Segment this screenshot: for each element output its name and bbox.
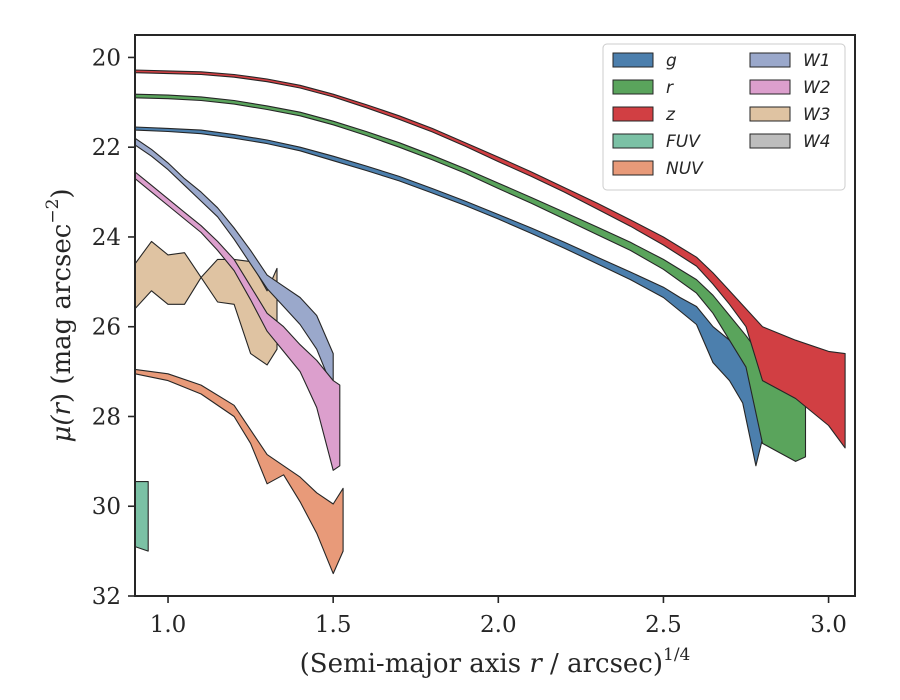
legend-label-r: r	[666, 78, 674, 98]
y-axis-label-var: r	[47, 402, 77, 416]
y-tick-label: 26	[92, 315, 121, 341]
y-axis-label-mid: ) (mag arcsec	[47, 224, 77, 403]
legend-swatch-nuv	[612, 160, 654, 176]
legend-swatch-w4	[749, 133, 791, 149]
legend-swatch-w3	[749, 106, 791, 122]
y-axis-label-mu: μ(	[47, 415, 77, 443]
legend-label-g: g	[666, 51, 677, 71]
band-z	[135, 69, 846, 449]
legend-label-z: z	[665, 105, 676, 125]
band-nuv	[135, 368, 344, 575]
legend-label-w4: W4	[803, 132, 831, 152]
legend-swatch-z	[612, 106, 654, 122]
legend-swatch-g	[612, 52, 654, 68]
profile-bands	[135, 69, 846, 575]
band-r	[135, 93, 807, 462]
legend-swatch-fuv	[612, 133, 654, 149]
y-axis-ticks: 20 22 24 26 28 30 32	[92, 45, 135, 610]
x-axis-label-var: r	[529, 649, 543, 679]
legend-swatch-w1	[749, 52, 791, 68]
legend-label-w1: W1	[803, 51, 831, 71]
legend-label-nuv: NUV	[666, 159, 704, 179]
x-tick-label: 1.5	[315, 612, 352, 638]
legend-label-w2: W2	[803, 78, 831, 98]
legend-label-fuv: FUV	[666, 132, 701, 152]
band-fuv	[135, 481, 149, 552]
axes-frame	[134, 34, 856, 597]
x-tick-label: 2.0	[480, 612, 517, 638]
x-axis-label-post: / arcsec)	[542, 649, 663, 679]
x-axis-label-exponent: 1/4	[663, 645, 690, 665]
y-tick-label: 28	[92, 404, 121, 430]
y-axis-label: μ(r) (mag arcsec−2)	[43, 188, 77, 442]
x-tick-label: 2.5	[645, 612, 682, 638]
y-tick-label: 20	[92, 45, 121, 71]
y-axis-label-end: )	[47, 188, 77, 198]
x-axis-label-pre: (Semi-major axis	[300, 649, 530, 679]
y-axis-label-exponent: −2	[43, 199, 63, 224]
y-tick-label: 22	[92, 135, 121, 161]
legend-swatch-w2	[749, 79, 791, 95]
band-w2	[135, 171, 341, 471]
legend: grz FUV NUV W1 W2 W3 W4	[602, 43, 846, 191]
x-tick-label: 3.0	[810, 612, 847, 638]
y-tick-label: 24	[92, 225, 121, 251]
x-axis-ticks: 1.0 1.5 2.0 2.5 3.0	[150, 596, 847, 638]
y-tick-label: 30	[92, 494, 121, 520]
y-tick-label: 32	[92, 584, 121, 610]
legend-label-w3: W3	[803, 105, 831, 125]
x-axis-label: (Semi-major axis r / arcsec)1/4	[300, 645, 691, 679]
x-tick-label: 1.0	[150, 612, 187, 638]
legend-swatch-r	[612, 79, 654, 95]
